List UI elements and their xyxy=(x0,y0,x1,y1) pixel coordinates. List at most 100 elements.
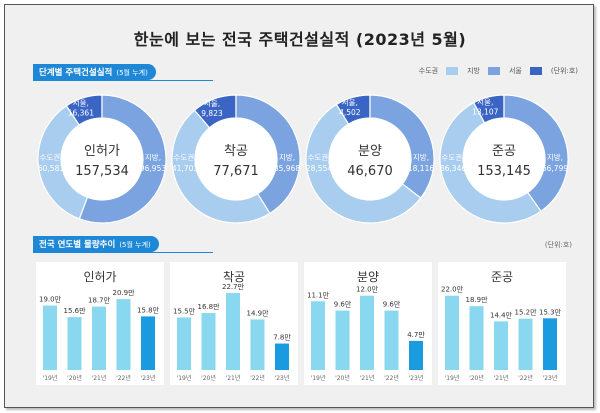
bar-category-label: '22년 xyxy=(518,374,533,382)
bar-value-label: 15.3만 xyxy=(539,307,562,316)
bar xyxy=(43,305,57,370)
donut-label-seoul-value: 4,502 xyxy=(339,108,361,117)
donut-label-regional-name: 지방, xyxy=(145,152,161,162)
donut-total: 153,145 xyxy=(477,164,531,179)
donut-title: 착공 xyxy=(224,144,248,159)
donut-label-seoul-value: 9,823 xyxy=(201,109,223,118)
bar-category-label: '23년 xyxy=(409,374,424,382)
donut-label-seoul-name: 서울, xyxy=(477,98,493,107)
bar-category-label: '21년 xyxy=(226,374,241,382)
donut-label-capital-name: 수도권, xyxy=(39,153,62,162)
donut-label-capital-value: 60,581 xyxy=(38,164,64,173)
bar-category-label: '19년 xyxy=(177,374,192,382)
donut-label-regional-name: 지방, xyxy=(413,152,429,162)
legend-capital-label: 수도권 xyxy=(418,67,439,75)
bar-panel-title: 착공 xyxy=(222,270,246,284)
donut-label-seoul-name: 서울, xyxy=(204,99,220,108)
bar-value-label: 16.8만 xyxy=(197,302,220,311)
bar-category-label: '23년 xyxy=(275,374,290,382)
bar-category-label: '21년 xyxy=(494,374,509,382)
bar xyxy=(116,299,131,370)
bar xyxy=(275,343,289,370)
bar xyxy=(177,317,191,370)
bar-category-label: '20년 xyxy=(335,374,350,382)
donut-center xyxy=(463,118,545,200)
bar-value-label: 22.0만 xyxy=(441,285,464,294)
donut-label-capital-value: 86,346 xyxy=(440,164,466,173)
bar-value-label: 15.5만 xyxy=(173,306,196,315)
donut-label-capital-name: 수도권, xyxy=(173,153,196,162)
bar xyxy=(226,293,240,370)
donut-label-seoul-value: 13,107 xyxy=(472,108,498,117)
section1-label-text: 단계별 주택건설실적 xyxy=(39,68,113,78)
bar-category-label: '21년 xyxy=(360,374,375,382)
donut-label-seoul-value: 16,361 xyxy=(68,108,94,117)
donut-label-seoul-name: 서울, xyxy=(73,98,89,107)
bar xyxy=(201,313,216,370)
legend: 수도권 지방 서울 (단위:호) xyxy=(419,66,578,76)
donut-total: 46,670 xyxy=(347,164,393,179)
legend-capital-swatch xyxy=(446,67,459,75)
bar xyxy=(67,317,82,370)
bar-category-label: '20년 xyxy=(67,374,82,382)
bar-value-label: 9.6만 xyxy=(334,300,352,309)
bar-value-label: 14.9만 xyxy=(246,308,269,317)
legend-seoul-swatch xyxy=(529,67,542,75)
bar-category-label: '20년 xyxy=(469,374,484,382)
bar xyxy=(494,321,508,370)
bar-category-label: '19년 xyxy=(43,374,58,382)
bar-panel-title: 준공 xyxy=(490,270,514,284)
unit-label-bottom: (단위:호) xyxy=(544,241,572,249)
donut-label-seoul-name: 서울, xyxy=(342,98,358,107)
bar-category-label: '21년 xyxy=(92,374,107,382)
bar xyxy=(92,306,106,370)
donut-title: 분양 xyxy=(358,144,382,159)
bar xyxy=(543,318,557,370)
section2-sub: (5월 누계) xyxy=(119,241,151,249)
donut-center xyxy=(329,118,411,200)
bar-value-label: 15.8만 xyxy=(137,305,160,314)
bar xyxy=(250,319,265,370)
donut-total: 77,671 xyxy=(213,164,259,179)
bar xyxy=(141,316,155,370)
bar-value-label: 9.6만 xyxy=(383,300,401,309)
bar-category-label: '22년 xyxy=(250,374,265,382)
section2-label-text: 전국 연도별 물량추이 xyxy=(39,240,116,250)
bar-category-label: '20년 xyxy=(201,374,216,382)
donut-label-regional-value: 35,968 xyxy=(274,164,300,173)
bar xyxy=(360,295,374,370)
bar-value-label: 19.0만 xyxy=(39,295,62,304)
unit-label-top: (단위:호) xyxy=(550,67,578,75)
bar-value-label: 15.6만 xyxy=(63,306,86,315)
donut-label-regional-name: 지방, xyxy=(279,152,295,162)
donut-total: 157,534 xyxy=(75,164,129,179)
legend-regional-label: 지방 xyxy=(467,67,480,75)
bar-category-label: '19년 xyxy=(445,374,460,382)
bar xyxy=(335,310,350,370)
donut-label-regional-value: 96,953 xyxy=(140,164,166,173)
donut-label-regional-name: 지방, xyxy=(547,152,563,162)
donut-center xyxy=(61,118,143,200)
bar-value-label: 11.1만 xyxy=(307,290,330,299)
donut-label-regional-value: 18,116 xyxy=(408,164,434,173)
bar-value-label: 15.2만 xyxy=(514,308,537,317)
bar-value-label: 20.9만 xyxy=(112,288,135,297)
bar-value-label: 7.8만 xyxy=(273,333,291,342)
section1-label: 단계별 주택건설실적 (5월 누계) xyxy=(33,64,156,80)
bar-category-label: '23년 xyxy=(543,374,558,382)
bar-value-label: 12.0만 xyxy=(356,285,379,294)
donut-label-capital-value: 41,703 xyxy=(172,164,198,173)
bar-category-label: '19년 xyxy=(311,374,326,382)
bar-category-label: '23년 xyxy=(141,374,156,382)
bar-category-label: '22년 xyxy=(116,374,131,382)
donut-label-capital-name: 수도권, xyxy=(307,153,330,162)
section1-underline xyxy=(33,80,213,81)
bar-value-label: 22.7만 xyxy=(222,282,245,291)
page-title: 한눈에 보는 전국 주택건설실적 (2023년 5월) xyxy=(133,30,467,49)
bar xyxy=(518,318,533,370)
bar xyxy=(469,306,484,370)
bar-panel-title: 인허가 xyxy=(83,270,117,284)
bar-panel-title: 분양 xyxy=(356,270,380,284)
donut-center xyxy=(195,118,277,200)
